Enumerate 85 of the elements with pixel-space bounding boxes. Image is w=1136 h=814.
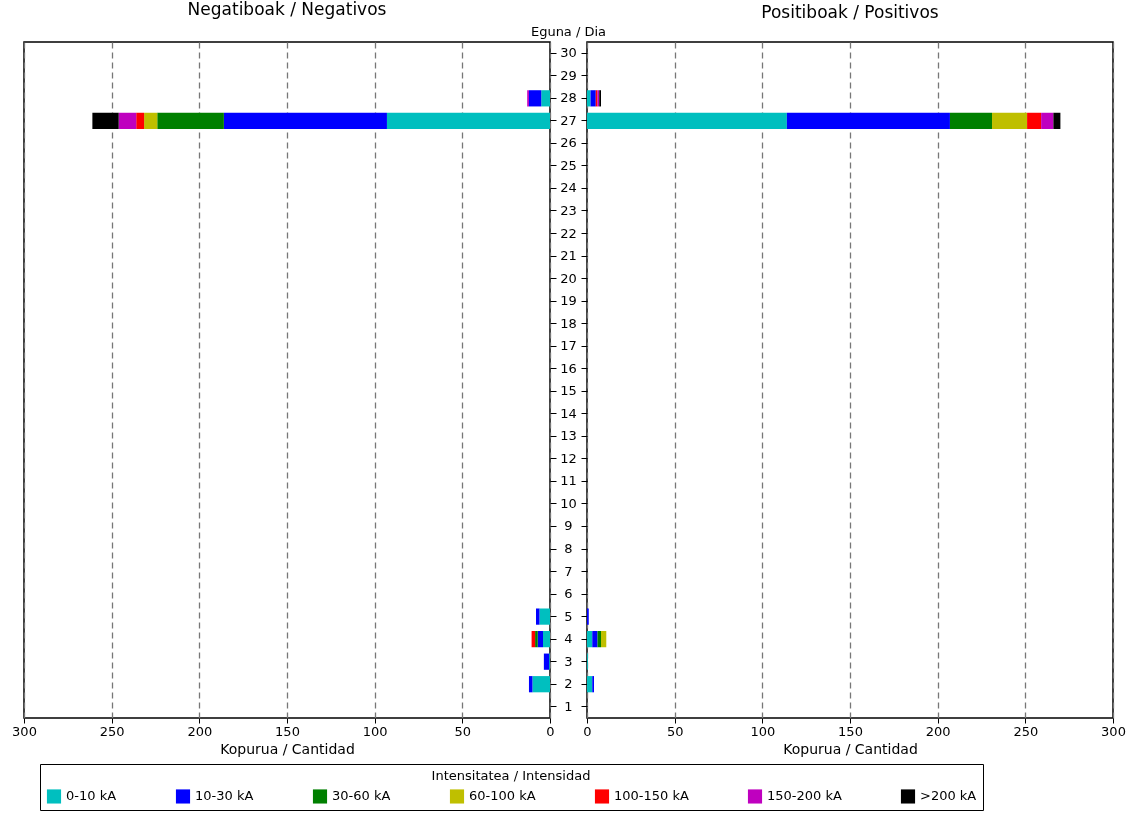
- x-tick-label: 0: [546, 723, 555, 739]
- bar: [144, 112, 158, 129]
- x-tick-label: 200: [925, 723, 951, 739]
- y-tick-label: 5: [564, 608, 573, 624]
- y-tick-label: 17: [560, 338, 577, 354]
- legend-label: 100-150 kA: [614, 788, 689, 804]
- y-tick-label: 20: [560, 270, 577, 286]
- x-tick-label: 100: [750, 723, 776, 739]
- y-tick-label: 29: [560, 67, 577, 83]
- bar: [537, 631, 543, 648]
- bar: [786, 112, 950, 129]
- y-tick-label: 30: [560, 45, 577, 61]
- legend-label: 60-100 kA: [469, 788, 536, 804]
- y-tick-label: 4: [564, 631, 573, 647]
- y-tick-label: 19: [560, 293, 577, 309]
- y-tick-label: 18: [560, 315, 577, 331]
- y-tick-label: 6: [564, 586, 573, 602]
- bar: [157, 112, 224, 129]
- bar: [1053, 112, 1061, 129]
- y-tick-label: 7: [564, 563, 573, 579]
- y-tick-label: 28: [560, 90, 577, 106]
- y-tick-label: 9: [564, 518, 573, 534]
- x-tick-label: 250: [99, 723, 125, 739]
- y-tick-label: 14: [560, 405, 577, 421]
- x-tick-label: 100: [362, 723, 388, 739]
- y-tick-label: 22: [560, 225, 577, 241]
- x-axis-title: Kopurua / Cantidad: [220, 740, 355, 757]
- y-tick-label: 10: [560, 495, 577, 511]
- y-tick-label: 12: [560, 450, 577, 466]
- bar: [543, 653, 550, 670]
- bar: [528, 90, 542, 107]
- y-tick-label: 8: [564, 541, 573, 556]
- chart-title: Positiboak / Positivos: [761, 2, 939, 22]
- y-tick-label: 3: [564, 653, 573, 669]
- legend-label: 0-10 kA: [66, 788, 117, 804]
- y-tick-label: 1: [564, 698, 573, 714]
- bar: [542, 631, 550, 648]
- bar: [118, 112, 137, 129]
- y-tick-label: 21: [560, 248, 577, 264]
- bar: [541, 90, 550, 107]
- bar: [532, 676, 550, 693]
- y-tick-label: 24: [560, 180, 577, 196]
- legend-label: 150-200 kA: [767, 788, 842, 804]
- x-tick-label: 50: [454, 723, 472, 739]
- x-tick-label: 50: [666, 723, 684, 739]
- x-tick-label: 200: [187, 723, 213, 739]
- y-tick-label: 11: [560, 473, 577, 489]
- y-tick-label: 2: [564, 676, 573, 692]
- bar: [223, 112, 387, 129]
- bar: [1041, 112, 1054, 129]
- chart-title: Negatiboak / Negativos: [187, 0, 387, 19]
- bar: [386, 112, 550, 129]
- bar: [587, 676, 593, 693]
- legend-label: >200 kA: [920, 788, 977, 804]
- bar: [587, 631, 593, 648]
- bar: [136, 112, 145, 129]
- legend-label: 30-60 kA: [332, 788, 391, 804]
- y-tick-label: 15: [560, 383, 577, 399]
- y-axis-title: Eguna / Dia: [530, 23, 607, 39]
- y-tick-label: 13: [560, 428, 577, 444]
- bar: [539, 608, 550, 625]
- bar: [590, 90, 596, 107]
- x-tick-label: 300: [12, 723, 37, 739]
- bar: [992, 112, 1028, 129]
- x-axis-title: Kopurua / Cantidad: [783, 740, 918, 757]
- x-tick-label: 150: [838, 723, 863, 739]
- bar: [1027, 112, 1042, 129]
- y-tick-label: 27: [560, 112, 577, 128]
- bar: [92, 112, 119, 129]
- legend-title: Intensitatea / Intensidad: [431, 768, 591, 783]
- x-tick-label: 250: [1013, 723, 1039, 739]
- bar: [587, 90, 591, 107]
- bar: [535, 631, 538, 648]
- bar: [601, 631, 607, 648]
- x-tick-label: 150: [275, 723, 300, 739]
- y-tick-label: 26: [560, 135, 577, 151]
- x-tick-label: 300: [1101, 723, 1126, 739]
- legend-label: 10-30 kA: [195, 788, 254, 804]
- x-tick-label: 0: [583, 723, 592, 739]
- y-tick-label: 25: [560, 157, 577, 173]
- bar: [587, 112, 787, 129]
- y-tick-label: 23: [560, 203, 577, 218]
- bar: [949, 112, 993, 129]
- bar: [592, 631, 598, 648]
- y-tick-label: 16: [560, 360, 577, 376]
